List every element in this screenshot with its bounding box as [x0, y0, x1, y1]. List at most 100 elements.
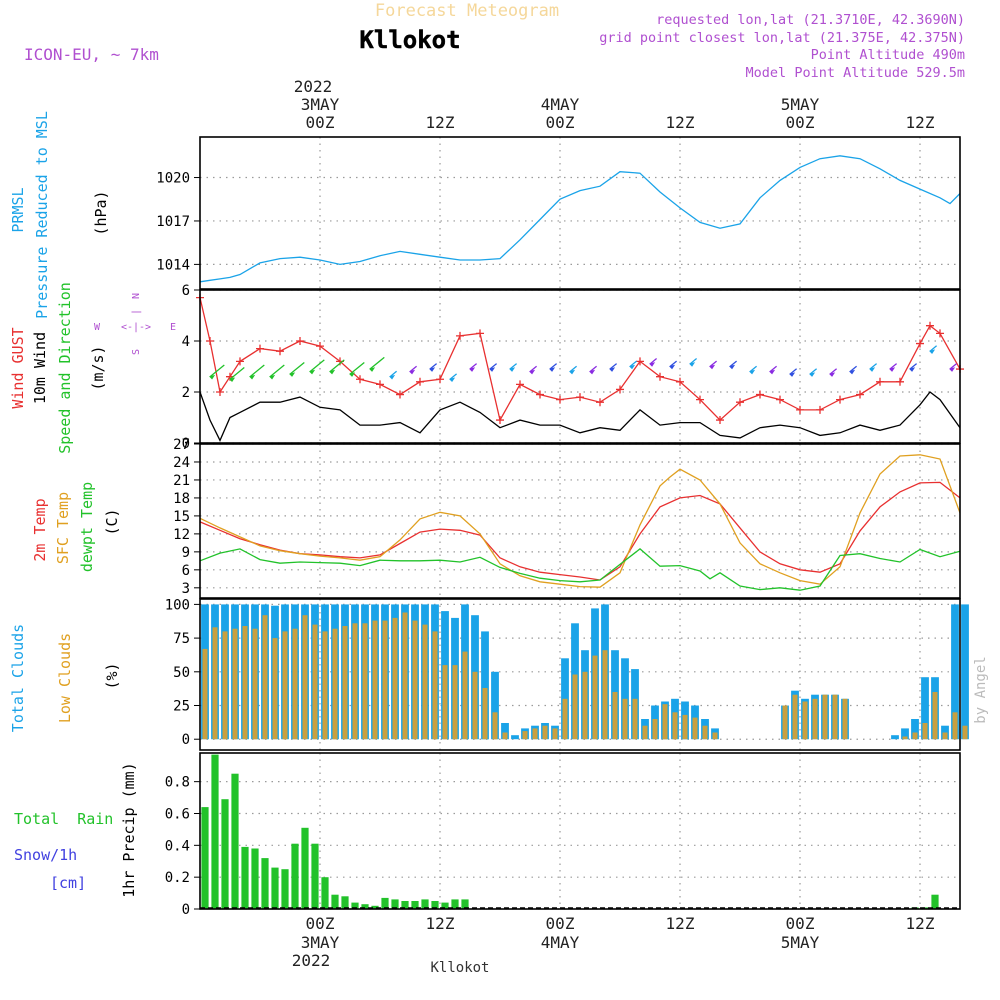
data-marks [196, 155, 969, 909]
low-clouds-label: Low Clouds [56, 633, 74, 723]
pressure-ytick-label-1: 1017 [156, 214, 190, 230]
wind-wind-gust-line [199, 297, 961, 422]
clouds-low-clouds-bar [202, 648, 208, 740]
wind-direction-arrow-head [629, 364, 636, 370]
precip-total-rain-bar [331, 894, 339, 909]
wind-gust-marker [396, 390, 404, 399]
wind-direction-arrow [789, 368, 798, 375]
wind-direction-arrow-head [929, 349, 936, 354]
model-point-altitude: Model Point Altitude 529.5m [746, 65, 965, 81]
temperature-ytick-label-2: 9 [182, 545, 190, 561]
wind-direction-arrow [409, 365, 418, 373]
temperature-panel-labels: 2m Temp SFC Temp dewpt Temp (C) [31, 482, 121, 572]
bottom-hour-label-3: 12Z [666, 914, 695, 933]
snow-unit-label: [cm] [50, 874, 86, 892]
clouds-low-clouds-bar [802, 701, 808, 740]
precip-axis-label: 1hr Precip (mm) [120, 762, 138, 897]
bottom-hour-label-0: 00Z [306, 914, 335, 933]
wind-direction-arrow-head [449, 377, 456, 383]
top-hour-label-3: 12Z [666, 113, 695, 132]
temperature-2m-temp-line [199, 481, 961, 581]
precip-panel-labels: Total Rain Snow/1h [cm] 1hr Precip (mm) [14, 762, 138, 897]
wind-direction-arrow-head [769, 369, 776, 375]
wind-gust-marker [596, 398, 604, 407]
clouds-low-clouds-bar [782, 705, 788, 740]
wind-gust-marker [896, 377, 904, 386]
wind-direction-arrow-head [489, 367, 496, 372]
clouds-low-clouds-bar [792, 694, 798, 740]
precip-total-rain-bar [411, 901, 419, 909]
temperature-panel-frame [199, 443, 961, 599]
precip-panel-frame [199, 752, 961, 910]
clouds-low-clouds-bar [672, 712, 678, 740]
wind-panel-labels: Wind GUST 10m Wind Speed and Direction (… [9, 282, 176, 454]
wind-direction-arrow-head [349, 372, 356, 377]
wind-direction-arrow-head [309, 369, 316, 375]
clouds-total-clouds-bar [951, 604, 959, 740]
precip-total-rain-bar [931, 894, 939, 909]
clouds-low-clouds-bar [682, 714, 688, 740]
wind-direction-arrow-head [609, 367, 616, 372]
wind-direction-arrow-head [849, 369, 856, 375]
wind-direction-arrow-head [289, 372, 296, 377]
clouds-unit-label: (%) [103, 662, 121, 689]
precip-total-rain-bar [261, 858, 269, 909]
wind-gust-marker [516, 380, 524, 389]
wind-direction-arrow-head [429, 367, 436, 372]
wind-direction-arrow [269, 364, 285, 378]
panel-grids [200, 137, 960, 910]
clouds-low-clouds-bar [372, 620, 378, 740]
clouds-total-clouds-bar [911, 719, 919, 740]
clouds-ytick-label-4: 100 [165, 597, 190, 613]
bottom-date-label-2: 4MAY [541, 933, 580, 952]
wind-direction-arrow [869, 363, 878, 370]
location-title: Kllokot [359, 26, 460, 54]
clouds-low-clouds-bar [502, 732, 508, 740]
wind-direction-arrow [749, 365, 758, 373]
clouds-low-clouds-bar [662, 704, 668, 740]
wind-unit-label: (m/s) [89, 345, 107, 390]
wind-ytick-label-0: 0 [182, 436, 190, 452]
clouds-low-clouds-bar [612, 692, 618, 740]
clouds-low-clouds-bar [412, 620, 418, 740]
clouds-low-clouds-bar [812, 698, 818, 740]
clouds-low-clouds-bar [292, 628, 298, 740]
clouds-total-clouds-bar [561, 658, 569, 740]
clouds-low-clouds-bar [712, 732, 718, 740]
wind-gust-marker [926, 321, 934, 330]
wind-gust-marker [696, 395, 704, 404]
wind-gust-marker [436, 375, 444, 384]
wind-direction-arrow [389, 370, 398, 378]
precip-ytick-label-0: 0 [182, 902, 190, 918]
clouds-low-clouds-bar [422, 624, 428, 740]
clouds-low-clouds-bar [482, 688, 488, 740]
clouds-low-clouds-bar [552, 728, 558, 740]
top-year-label: 2022 [294, 77, 333, 96]
bottom-date-label-0: 3MAY [301, 933, 340, 952]
grid-point-coordinates: grid point closest lon,lat (21.375E, 42.… [599, 30, 965, 46]
y-axis-ticks: 1014101710200246369121518212427025507510… [156, 171, 200, 918]
wind-direction-arrow [209, 364, 225, 378]
clouds-low-clouds-bar [452, 665, 458, 740]
wind-direction-arrow [889, 363, 898, 370]
wind-gust-marker [556, 395, 564, 404]
wind-direction-arrow-head [509, 367, 516, 372]
clouds-low-clouds-bar [602, 650, 608, 740]
precip-total-rain-bar [421, 899, 429, 909]
clouds-low-clouds-bar [652, 719, 658, 740]
clouds-low-clouds-bar [332, 628, 338, 740]
clouds-total-clouds-bar [961, 604, 969, 740]
compass-s: S [131, 349, 142, 355]
clouds-low-clouds-bar [472, 671, 478, 740]
wind-direction-arrow-head [549, 367, 556, 372]
wind-direction-arrow [589, 365, 598, 373]
clouds-low-clouds-bar [442, 665, 448, 740]
wind-marks [196, 293, 964, 442]
wind-gust-marker [736, 398, 744, 407]
precip-ytick-label-4: 0.8 [165, 775, 190, 791]
point-altitude: Point Altitude 490m [811, 47, 965, 63]
clouds-low-clouds-bar [592, 655, 598, 740]
wind-direction-arrow [769, 365, 778, 373]
wind-direction-arrow-head [569, 369, 576, 375]
